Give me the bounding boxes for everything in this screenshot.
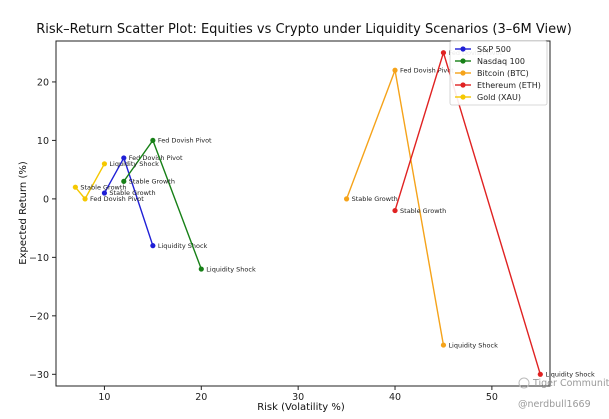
data-point-label: Fed Dovish Pivot xyxy=(90,195,144,203)
legend-entry-label: Nasdaq 100 xyxy=(477,57,525,66)
x-tick-label: 10 xyxy=(98,392,110,403)
data-point-label: Stable Growth xyxy=(80,183,126,191)
y-tick-label: −10 xyxy=(29,253,49,264)
plot-frame xyxy=(55,40,551,387)
legend-entry-label: Ethereum (ETH) xyxy=(477,81,541,90)
data-point xyxy=(101,190,108,196)
data-point xyxy=(82,196,88,202)
data-point xyxy=(537,371,543,377)
data-point xyxy=(121,155,127,161)
data-point xyxy=(121,178,127,184)
x-tick-label: 50 xyxy=(486,392,498,403)
y-tick-label: 10 xyxy=(37,136,49,147)
legend-entry-label: Bitcoin (BTC) xyxy=(477,69,529,78)
legend-entry-label: Gold (XAU) xyxy=(477,93,521,102)
y-axis-title: Expected Return (%) xyxy=(18,161,29,265)
data-point-label: Stable Growth xyxy=(352,195,398,203)
y-tick-label: 20 xyxy=(37,77,49,88)
data-point xyxy=(440,342,447,348)
data-point xyxy=(150,243,156,249)
data-point xyxy=(392,207,398,214)
data-point xyxy=(343,196,350,202)
x-axis: 10 20 30 40 50 xyxy=(98,386,498,403)
data-point-label: Liquidity Shock xyxy=(158,242,208,250)
data-point-label: Stable Growth xyxy=(109,189,155,197)
series-nasdaq-100: Stable Growth Fed Dovish Pivot Liquidity S… xyxy=(121,137,256,273)
data-point-label: Liquidity Shock xyxy=(206,265,256,273)
series-bitcoin-btc: Stable Growth Fed Dovish Pivot Liquidity S… xyxy=(343,66,498,349)
y-tick-label: 0 xyxy=(43,194,49,205)
watermark-handle: @nerdbull1669 xyxy=(518,399,591,410)
data-point-label: Fed Dovish Pivot xyxy=(129,154,183,162)
legend-swatch-marker xyxy=(460,94,466,100)
y-axis: −30 −20 −10 0 10 20 xyxy=(29,77,56,381)
data-point-label: Fed Dovish Pivot xyxy=(400,66,454,74)
x-tick-label: 20 xyxy=(195,392,207,403)
data-point xyxy=(198,266,204,272)
legend-swatch-marker xyxy=(460,82,466,88)
x-tick-label: 30 xyxy=(292,392,304,403)
x-axis-title: Risk (Volatility %) xyxy=(257,402,345,413)
data-point-label: Fed Dovish Pivot xyxy=(158,137,212,145)
data-point-label: Stable Growth xyxy=(400,207,446,215)
data-point-label: Liquidity Shock xyxy=(545,371,595,379)
tiger-logo-icon xyxy=(518,377,530,389)
legend: S&P 500 Nasdaq 100 Bitcoin (BTC) Ethereum (… xyxy=(449,40,548,106)
data-point xyxy=(392,67,398,73)
watermark-brand: Tiger Community xyxy=(532,378,609,389)
chart-title: Risk–Return Scatter Plot: Equities vs Cr… xyxy=(36,22,572,37)
data-point xyxy=(72,184,78,190)
series-line xyxy=(74,163,106,201)
data-point xyxy=(101,161,108,167)
legend-box xyxy=(449,40,548,106)
legend-swatch-marker xyxy=(460,46,466,52)
data-point-label: Liquidity Shock xyxy=(448,341,498,349)
legend-swatch-marker xyxy=(460,58,466,64)
legend-entry-label: S&P 500 xyxy=(477,45,511,54)
y-tick-label: −20 xyxy=(29,311,49,322)
data-point xyxy=(150,137,156,144)
data-point-label: Liquidity Shock xyxy=(109,160,159,168)
x-tick-label: 40 xyxy=(389,392,401,403)
data-point xyxy=(440,50,447,56)
y-tick-label: −30 xyxy=(29,370,49,381)
data-point-label: Stable Growth xyxy=(129,178,175,186)
watermark: Tiger Community @nerdbull1669 xyxy=(518,377,609,410)
legend-swatch-marker xyxy=(460,70,466,76)
